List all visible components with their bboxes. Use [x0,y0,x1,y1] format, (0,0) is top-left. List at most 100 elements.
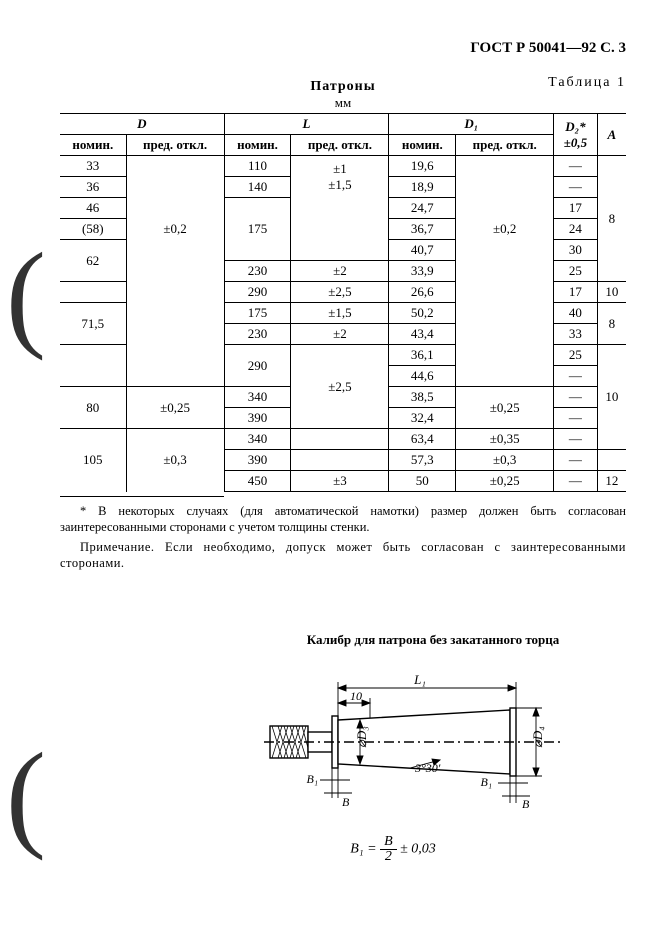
cell: 19,6 [389,156,456,177]
table-row: 71,5 175 ±1,5 50,2 40 8 [60,303,626,324]
cell: — [554,366,597,387]
cell: 33,9 [389,261,456,282]
cell [456,303,554,387]
cell: ±0,35 [456,429,554,450]
cell: 43,4 [389,324,456,345]
cell: 450 [224,471,291,492]
cell: 340 [224,387,291,408]
cell: 50,2 [389,303,456,324]
col-D1-nom: номин. [389,135,456,156]
cell: 340 [224,429,291,450]
cell: — [554,156,597,177]
formula: B₁ = B2 ± 0,03 [160,835,626,864]
col-D-dev: пред. откл. [126,135,224,156]
cell: 8 [597,303,626,345]
cell: ±1±1,5 [291,156,389,198]
gauge-figure: L₁ 10 ⌀D₃ ⌀D₄ 3°30′ B₁ B B₁ B [260,668,626,823]
cell: 30 [554,240,597,261]
cell [126,492,224,497]
col-D: D [137,116,146,131]
col-D-nom: номин. [60,135,126,156]
cell: 230 [224,324,291,345]
cell: 26,6 [389,282,456,303]
col-L-nom: номин. [224,135,291,156]
col-L: L [303,116,311,131]
cell: ±2 [291,261,389,282]
cell: 105 [60,429,126,492]
cell: 12 [597,471,626,492]
dim-B1r: B₁ [480,775,492,789]
cell: 36 [60,177,126,198]
dim-B1l: B₁ [306,772,318,786]
cell: ±0,3 [126,429,224,492]
cell: — [554,471,597,492]
cell [126,303,224,387]
data-table: D L D₁ D₂* ±0,5 A номин. пред. откл. ном… [60,113,626,497]
cell: 36,7 [389,219,456,240]
footnote-star: * В некоторых случаях (для автоматическо… [60,503,626,536]
cell: (58) [60,219,126,240]
cell: 33 [60,156,126,177]
cell: ±3 [291,471,389,492]
cell: 44,6 [389,366,456,387]
cell: 18,9 [389,177,456,198]
cell: ±0,25 [456,387,554,429]
table-row: 105 ±0,3 340 63,4 ±0,35 — [60,429,626,450]
cell: 57,3 [389,450,456,471]
cell [291,429,389,450]
cell: 10 [597,345,626,450]
cell: — [554,177,597,198]
cell: 17 [554,282,597,303]
cell: 17 [554,198,597,219]
cell: ±2,5 [291,282,389,303]
cell: 62 [60,240,126,282]
cell: 8 [597,156,626,282]
dim-Br: B [522,797,530,811]
cell: 290 [224,282,291,303]
dim-10: 10 [350,689,362,703]
cell [60,345,126,387]
dim-D4: ⌀D₄ [530,725,545,747]
cell: 33 [554,324,597,345]
cell: — [554,408,597,429]
unit-label: мм [60,95,626,111]
cell: 24 [554,219,597,240]
cell [291,198,389,261]
cell: — [554,429,597,450]
col-D1-dev: пред. откл. [456,135,554,156]
cell: ±0,2 [456,156,554,303]
cell: 25 [554,261,597,282]
cell: ±1,5 [291,303,389,324]
cell [60,492,126,497]
cell: ±2 [291,324,389,345]
cell: 32,4 [389,408,456,429]
cell [291,450,389,471]
cell: 290 [224,345,291,387]
cell: 390 [224,450,291,471]
cell: 25 [554,345,597,366]
cell [60,282,126,303]
cell: ±0,25 [126,387,224,429]
col-L-dev: пред. откл. [291,135,389,156]
table-title: Патроны [60,79,626,95]
figure-title: Калибр для патрона без закатанного торца [240,632,626,648]
cell: 80 [60,387,126,429]
cell: ±0,3 [456,450,554,471]
cell: 175 [224,198,291,261]
cell [597,450,626,471]
dim-L1: L₁ [413,672,426,687]
col-D1: D₁ [464,116,478,131]
cell: 24,7 [389,198,456,219]
doc-header: ГОСТ Р 50041—92 С. 3 [60,40,626,57]
cell: 46 [60,198,126,219]
cell: ±0,25 [456,471,554,492]
cell: 71,5 [60,303,126,345]
cell: 140 [224,177,291,198]
table-row: 33 ±0,2 110 ±1±1,5 19,6 ±0,2 — 8 [60,156,626,177]
footnote-note: Примечание. Если необходимо, допуск може… [60,539,626,572]
cell: 38,5 [389,387,456,408]
cell: 390 [224,408,291,429]
cell: — [554,387,597,408]
cell: ±2,5 [291,345,389,429]
dim-Bl: B [342,795,350,809]
